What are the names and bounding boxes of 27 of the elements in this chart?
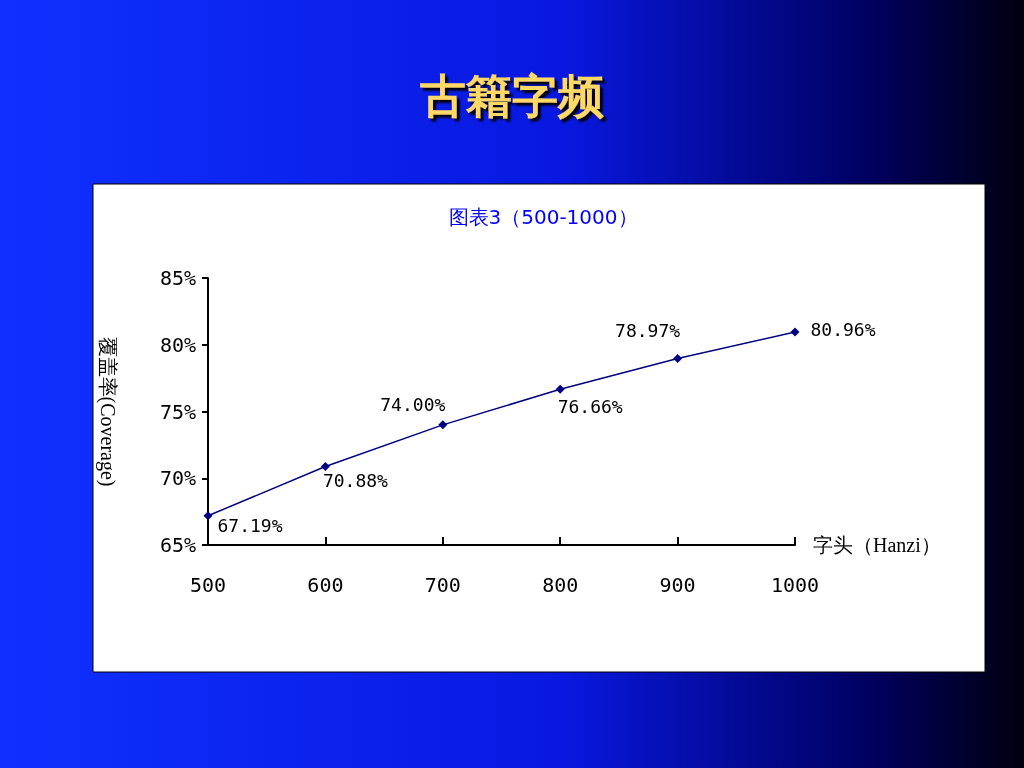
point — [790, 327, 800, 337]
data-label: 76.66% — [557, 396, 623, 418]
chart-subtitle: 图表3（500-1000） — [448, 205, 638, 229]
data-label: 80.96% — [810, 318, 876, 340]
point — [555, 384, 565, 394]
point — [673, 354, 683, 363]
y-tick-label: 85% — [159, 266, 196, 290]
y-tick-label: 75% — [159, 399, 196, 424]
point — [203, 511, 213, 521]
y-tick-label: 65% — [159, 533, 196, 557]
y-tick-label: 70% — [159, 466, 196, 491]
x-tick-label: 900 — [659, 573, 696, 597]
y-axis-title: 覆盖率(Coverage) — [96, 336, 119, 487]
y-tick-label: 80% — [159, 332, 196, 357]
x-tick-label: 600 — [307, 573, 344, 597]
x-axis-title: 字头（Hanzi） — [813, 534, 941, 556]
x-tick-label: 700 — [424, 573, 461, 597]
data-label: 70.88% — [322, 469, 389, 491]
point — [320, 462, 330, 471]
data-label: 67.19% — [217, 514, 283, 536]
x-tick-label: 1000 — [770, 573, 820, 597]
point — [438, 420, 448, 430]
chart-title: 古籍字频 — [420, 69, 604, 123]
x-tick-label: 500 — [189, 573, 227, 597]
data-label: 74.00% — [380, 393, 446, 415]
data-label: 78.97% — [615, 319, 681, 341]
x-tick-label: 800 — [542, 573, 579, 597]
